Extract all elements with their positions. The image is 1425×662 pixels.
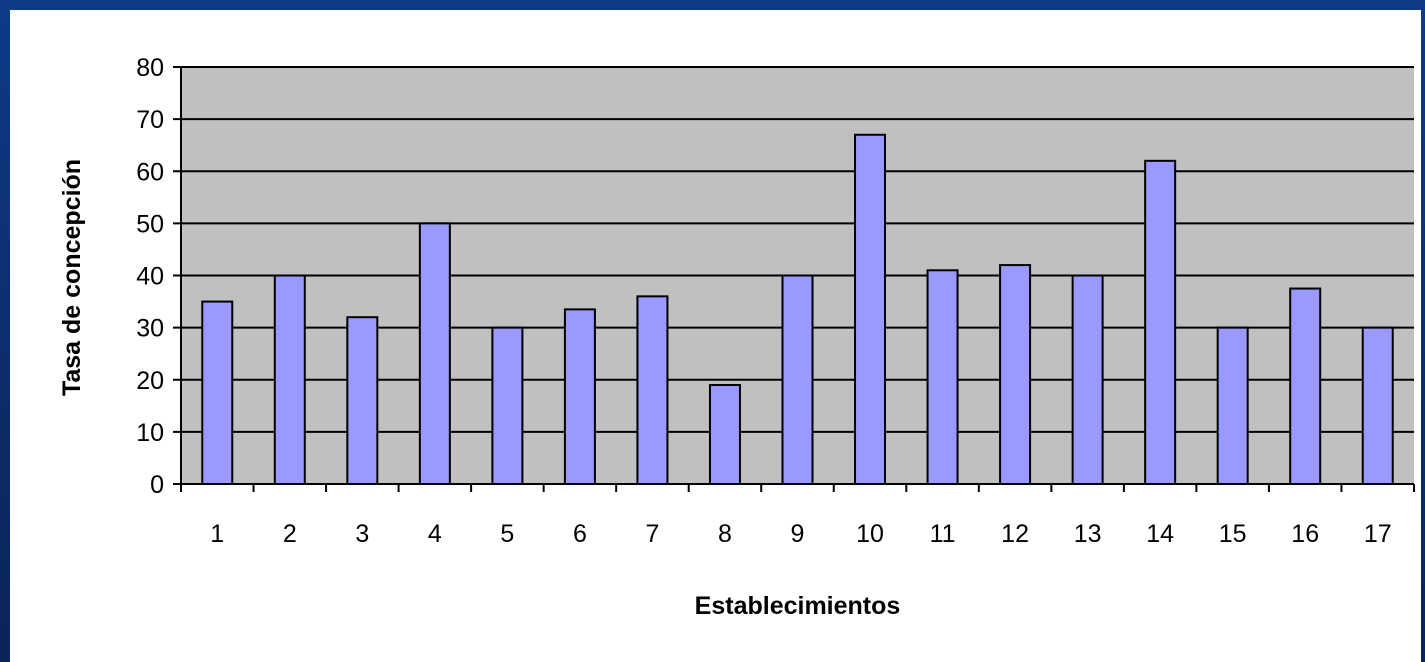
bars: [201, 133, 1394, 486]
bar: [563, 308, 596, 485]
y-tick-label: 80: [136, 54, 164, 82]
x-tick-label: 13: [1074, 520, 1102, 548]
bar: [201, 300, 234, 485]
y-tick-label: 50: [136, 210, 164, 238]
x-tick-label: 2: [283, 520, 297, 548]
x-tick-label: 12: [1001, 520, 1029, 548]
y-tick-label: 20: [136, 367, 164, 395]
x-tick-label: 1: [210, 520, 224, 548]
bar: [854, 133, 887, 485]
x-tick-label: 8: [718, 520, 732, 548]
bar: [1144, 159, 1177, 485]
bar: [781, 274, 814, 485]
x-tick-label: 10: [856, 520, 884, 548]
bar: [999, 264, 1032, 485]
x-tick-label: 6: [573, 520, 587, 548]
x-tick-labels: 1 2 3 4 5 6 7 8 9 10 11 12 13 14 15 16 17: [210, 520, 1391, 548]
bar: [636, 295, 669, 485]
bar: [1071, 274, 1104, 485]
x-axis-title: Establecimientos: [695, 592, 901, 620]
y-tick-label: 30: [136, 315, 164, 343]
bar: [1289, 287, 1322, 485]
axes: [173, 66, 1415, 492]
bar: [418, 222, 451, 485]
y-tick-label: 60: [136, 158, 164, 186]
x-tick-label: 11: [930, 520, 956, 548]
chart-panel: 0 10 20 30 40 50 60 70 80 1 2 3 4 5 6 7 8 9 10 11 12 13 14 15 1…: [10, 10, 1421, 662]
y-tick-label: 40: [136, 263, 164, 291]
y-tick-labels: 0 10 20 30 40 50 60 70 80: [136, 54, 164, 499]
x-tick-label: 5: [500, 520, 514, 548]
y-tick-label: 70: [136, 106, 164, 134]
bar: [273, 274, 306, 485]
bar: [1361, 326, 1394, 485]
bar: [926, 269, 959, 485]
x-tick-label: 17: [1364, 520, 1392, 548]
x-tick-label: 7: [645, 520, 659, 548]
y-tick-label: 0: [150, 471, 164, 499]
bar: [346, 316, 379, 486]
y-axis-title: Tasa de concepción: [58, 159, 86, 396]
x-tick-label: 16: [1291, 520, 1319, 548]
x-tick-label: 4: [428, 520, 442, 548]
x-tick-label: 9: [791, 520, 805, 548]
bar: [491, 326, 524, 485]
bar: [1216, 326, 1249, 485]
bar: [708, 383, 741, 485]
x-tick-label: 14: [1146, 520, 1174, 548]
x-tick-label: 15: [1219, 520, 1247, 548]
y-tick-label: 10: [136, 419, 164, 447]
x-tick-label: 3: [355, 520, 369, 548]
